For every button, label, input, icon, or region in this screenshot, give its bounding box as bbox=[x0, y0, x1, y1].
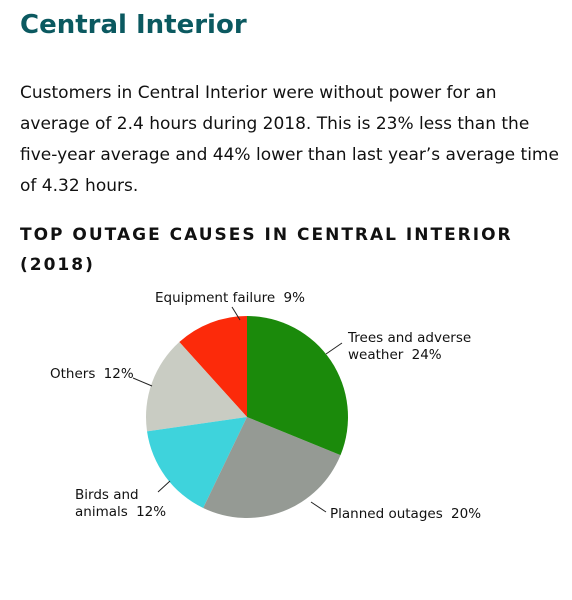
pie-slice bbox=[203, 417, 341, 518]
slice-label: Birds and animals 12% bbox=[75, 487, 170, 521]
slice-label: Others 12% bbox=[50, 366, 170, 383]
value-label: 12% bbox=[136, 504, 167, 520]
pie-slice bbox=[179, 316, 247, 417]
slice-label: Equipment failure 9% bbox=[155, 290, 355, 307]
title: Central Interior bbox=[20, 10, 247, 40]
category-label: Birds and animals bbox=[75, 487, 139, 520]
leader-line bbox=[132, 377, 153, 387]
slice-label: Trees and adverse weather 24% bbox=[348, 330, 488, 364]
summary: Customers in Central Interior were witho… bbox=[20, 83, 559, 196]
category-label: Equipment failure bbox=[155, 290, 276, 306]
leader-line bbox=[325, 342, 343, 355]
chart-title: TOP OUTAGE CAUSES IN CENTRAL INTERIOR (2… bbox=[20, 225, 513, 275]
value-label: 9% bbox=[283, 290, 305, 306]
category-label: Others bbox=[50, 366, 96, 382]
pie-slice bbox=[146, 342, 247, 432]
category-label: Trees and adverse weather bbox=[348, 330, 472, 363]
leader-line bbox=[231, 306, 241, 321]
pie-slice bbox=[247, 316, 349, 456]
pie-slice bbox=[147, 417, 247, 508]
value-label: 24% bbox=[411, 347, 442, 363]
leader-line bbox=[157, 480, 171, 493]
leader-line bbox=[310, 501, 327, 513]
value-label: 20% bbox=[451, 506, 482, 522]
slice-label: Planned outages 20% bbox=[330, 506, 530, 523]
value-label: 12% bbox=[103, 366, 134, 382]
category-label: Planned outages bbox=[330, 506, 443, 522]
